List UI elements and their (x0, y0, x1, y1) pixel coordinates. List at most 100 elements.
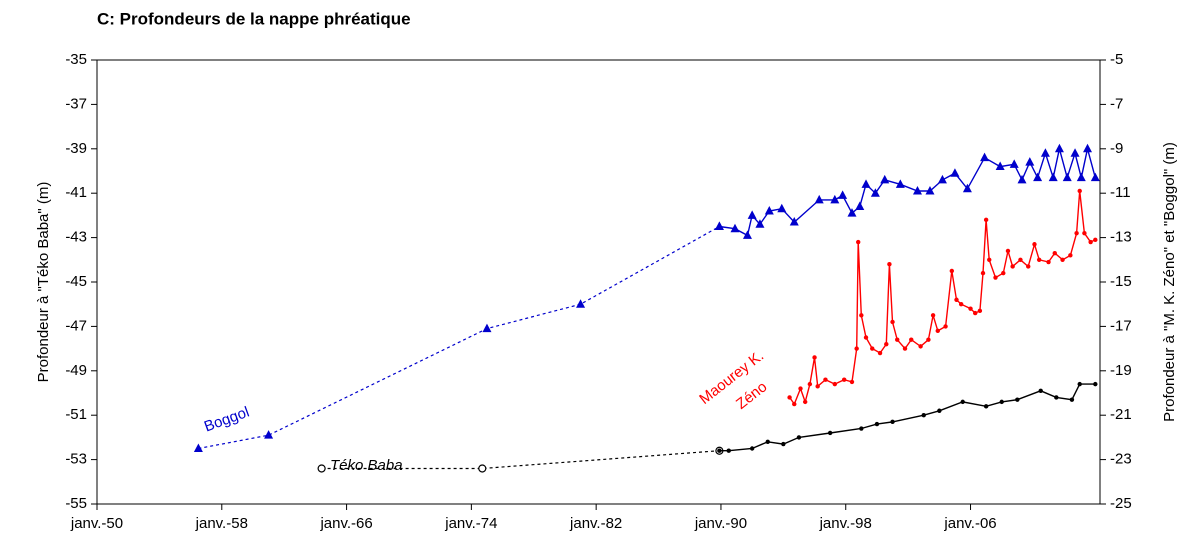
point (890, 419, 895, 425)
point (717, 448, 722, 453)
point (764, 205, 774, 215)
point (1036, 257, 1042, 262)
point (935, 328, 940, 334)
point (1069, 397, 1075, 402)
y-tick-label: -35 (65, 51, 87, 68)
point (980, 270, 986, 276)
point (1077, 188, 1082, 194)
point (1018, 257, 1023, 262)
y2-tick-label: -11 (1110, 184, 1131, 201)
point (832, 381, 838, 387)
point (884, 341, 889, 347)
point (1054, 395, 1059, 400)
point (849, 379, 855, 385)
plot-frame (96, 59, 1101, 505)
point (854, 346, 859, 351)
point (918, 344, 923, 349)
point (880, 174, 890, 184)
x-tick-label: janv.-50 (70, 515, 123, 532)
y2-tick-label: -7 (1110, 95, 1123, 112)
point (1060, 257, 1065, 262)
annotation: Téko Baba (330, 457, 403, 474)
point (995, 161, 1005, 171)
point (895, 179, 905, 188)
point (1090, 172, 1100, 182)
point (1074, 230, 1079, 236)
point (968, 306, 973, 311)
point (264, 430, 274, 439)
y-tick-label: -53 (65, 451, 87, 468)
series-line (719, 148, 1096, 237)
point (478, 464, 487, 473)
point (1093, 237, 1098, 243)
point (870, 188, 880, 197)
series-line (719, 383, 1096, 452)
point (726, 448, 731, 453)
point (796, 435, 802, 440)
y2-tick-label: -13 (1110, 229, 1132, 246)
point (1038, 388, 1043, 393)
point (983, 404, 989, 409)
point (482, 323, 492, 333)
point (838, 190, 848, 199)
point (921, 413, 926, 418)
point (861, 179, 871, 188)
y-tick-label: -43 (65, 229, 87, 246)
point (856, 239, 861, 245)
point (823, 377, 828, 382)
series-line (321, 450, 720, 470)
point (887, 262, 892, 267)
point (1009, 159, 1019, 168)
y-tick-label: -45 (65, 273, 87, 290)
point (777, 203, 787, 213)
point (1052, 250, 1057, 256)
point (1015, 397, 1020, 402)
point (937, 174, 947, 184)
y-tick-label: -37 (65, 95, 87, 112)
point (1033, 172, 1043, 182)
point (980, 152, 990, 162)
x-tick-label: janv.-82 (569, 515, 622, 532)
point (890, 319, 895, 325)
point (755, 219, 765, 228)
point (815, 384, 820, 389)
point (814, 194, 824, 204)
x-tick-label: janv.-98 (819, 515, 872, 532)
point (792, 401, 797, 407)
point (1017, 174, 1027, 184)
annotation: Boggol (202, 404, 252, 436)
y-tick-label: -47 (65, 317, 87, 334)
y2-tick-label: -17 (1110, 317, 1132, 334)
point (830, 194, 840, 204)
y-tick-label: -51 (65, 406, 87, 423)
y-tick-label: -39 (65, 140, 87, 157)
point (925, 185, 935, 195)
y2-tick-label: -5 (1110, 51, 1123, 68)
point (1093, 381, 1098, 387)
y-tick-label: -41 (65, 184, 87, 201)
point (926, 337, 931, 342)
point (789, 217, 799, 226)
point (576, 299, 586, 308)
point (987, 257, 992, 262)
point (714, 221, 724, 230)
point (1032, 242, 1037, 247)
point (902, 346, 908, 351)
point (1077, 381, 1082, 387)
point (859, 313, 864, 318)
point (1062, 172, 1072, 182)
point (937, 408, 942, 413)
y2-axis-label: Profondeur à "M. K. Zéno" et "Boggol" (m… (1161, 142, 1178, 422)
point (863, 335, 869, 340)
point (954, 297, 959, 302)
point (1082, 230, 1087, 236)
point (1001, 270, 1006, 276)
x-tick-label: janv.-58 (195, 515, 248, 532)
point (798, 386, 803, 391)
point (787, 395, 792, 400)
point (1040, 148, 1050, 157)
point (909, 337, 914, 342)
point (317, 464, 326, 473)
point (1054, 143, 1064, 153)
